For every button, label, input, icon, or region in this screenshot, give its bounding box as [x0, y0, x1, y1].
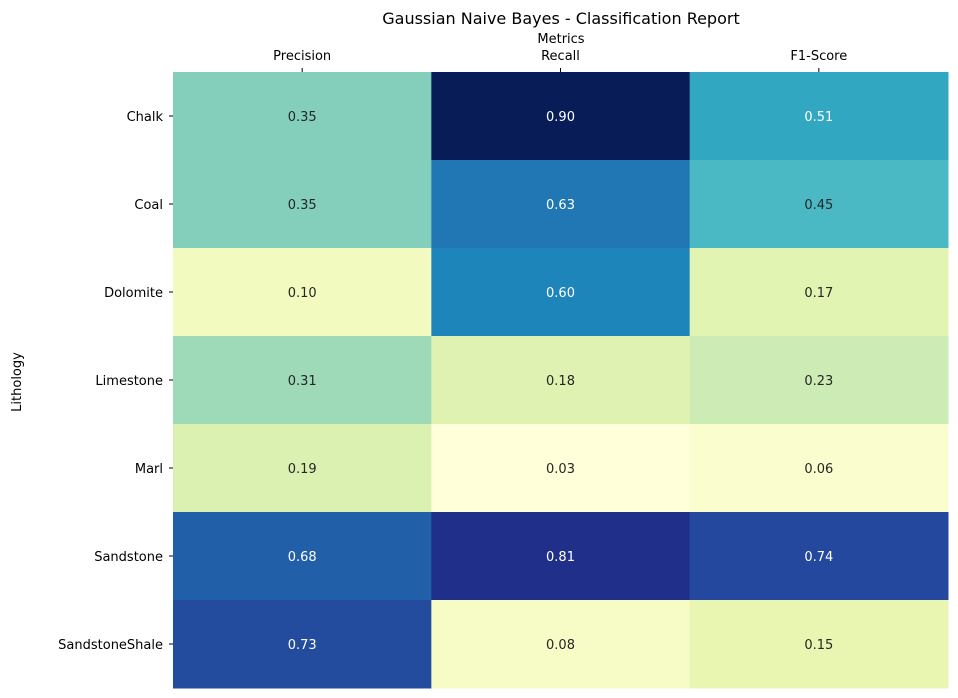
row-tick-label: Sandstone: [94, 550, 163, 565]
cell-value-label: 0.73: [288, 638, 317, 653]
cell-value-label: 0.35: [288, 198, 317, 213]
cell-value-label: 0.31: [288, 374, 317, 389]
heatmap-cell: [431, 600, 691, 689]
cell-value-label: 0.81: [546, 550, 575, 565]
heatmap-cell: [689, 160, 949, 249]
column-tick-label: F1-Score: [790, 49, 847, 64]
cell-value-label: 0.15: [804, 638, 833, 653]
heatmap-cell: [689, 72, 949, 161]
cell-value-label: 0.08: [546, 638, 575, 653]
heatmap-cells: 0.35 0.90 0.51 0.35 0.63 0.45 0.10 0.60 0.17 0.31…: [173, 72, 949, 689]
cell-value-label: 0.03: [546, 462, 575, 477]
heatmap-cell: [431, 424, 691, 513]
cell-value-label: 0.23: [804, 374, 833, 389]
heatmap-cell: [689, 600, 949, 689]
heatmap-cell: [431, 336, 691, 425]
heatmap-cell: [173, 248, 432, 337]
cell-value-label: 0.10: [288, 286, 317, 301]
column-tick-labels: Precision Recall F1-Score: [273, 49, 847, 72]
heatmap-cell: [431, 512, 691, 601]
cell-value-label: 0.17: [804, 286, 833, 301]
row-tick-label: SandstoneShale: [58, 638, 163, 653]
heatmap-cell: [431, 248, 691, 337]
heatmap-cell: [689, 336, 949, 425]
heatmap-cell: [431, 160, 691, 249]
chart-title: Gaussian Naive Bayes - Classification Re…: [382, 9, 739, 28]
row-tick-labels: ChalkCoalDolomiteLimestoneMarlSandstoneS…: [58, 110, 173, 653]
cell-value-label: 0.35: [288, 110, 317, 125]
cell-value-label: 0.18: [546, 374, 575, 389]
column-tick-label: Precision: [273, 49, 331, 64]
x-axis-label: Metrics: [537, 32, 584, 47]
heatmap-cell: [173, 72, 432, 161]
heatmap-cell: [689, 424, 949, 513]
cell-value-label: 0.63: [546, 198, 575, 213]
y-axis-label: Lithology: [10, 352, 25, 412]
heatmap-cell: [431, 72, 691, 161]
cell-value-label: 0.19: [288, 462, 317, 477]
heatmap-cell: [173, 336, 432, 425]
heatmap-cell: [689, 248, 949, 337]
row-tick-label: Chalk: [127, 110, 164, 125]
cell-value-label: 0.51: [804, 110, 833, 125]
cell-value-label: 0.74: [804, 550, 833, 565]
cell-value-label: 0.60: [546, 286, 575, 301]
row-tick-label: Limestone: [95, 374, 163, 389]
column-tick-label: Recall: [541, 49, 580, 64]
cell-value-label: 0.68: [288, 550, 317, 565]
row-tick-label: Dolomite: [104, 286, 163, 301]
heatmap-cell: [173, 600, 432, 689]
row-tick-label: Marl: [135, 462, 163, 477]
row-tick-label: Coal: [134, 198, 163, 213]
cell-value-label: 0.06: [804, 462, 833, 477]
heatmap-cell: [689, 512, 949, 601]
cell-value-label: 0.90: [546, 110, 575, 125]
heatmap-cell: [173, 424, 432, 513]
cell-value-label: 0.45: [804, 198, 833, 213]
heatmap-cell: [173, 160, 432, 249]
heatmap-cell: [173, 512, 432, 601]
